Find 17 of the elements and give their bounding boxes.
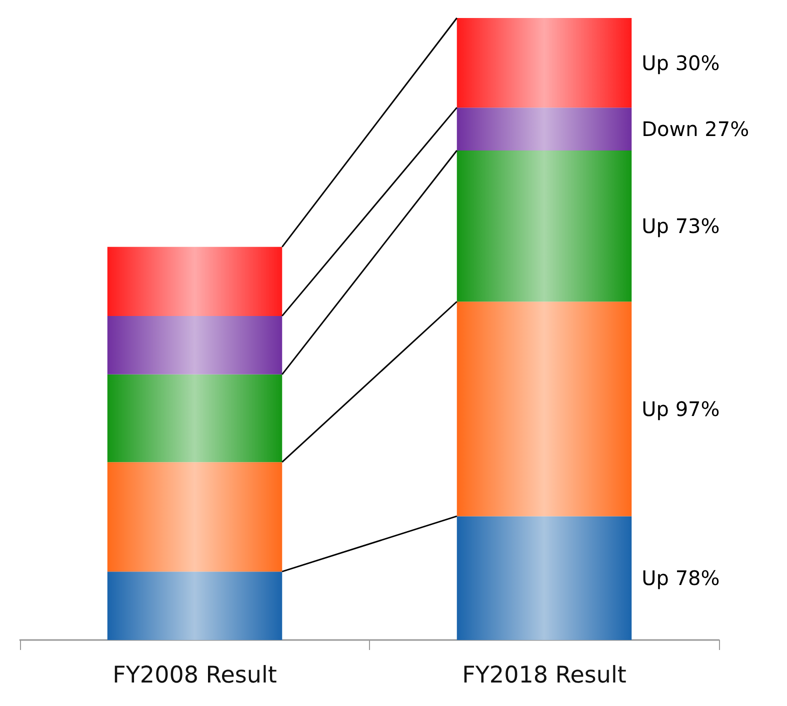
bar (456, 18, 632, 108)
bar (107, 316, 282, 374)
bar (107, 572, 282, 640)
bar (107, 246, 282, 316)
annotation: Up 78% (642, 566, 720, 590)
bar (456, 150, 632, 302)
annotation: Up 30% (642, 50, 720, 75)
bar (456, 108, 632, 150)
annotation: Up 97% (642, 396, 720, 421)
bar (456, 516, 632, 640)
annotation: Down 27% (642, 117, 750, 142)
x-tick-label: FY2008 Result (112, 662, 277, 688)
annotation: Up 73% (642, 214, 720, 238)
bar (456, 302, 632, 516)
bar (107, 462, 282, 572)
x-tick-label: FY2018 Result (462, 662, 626, 688)
bar (107, 374, 282, 462)
